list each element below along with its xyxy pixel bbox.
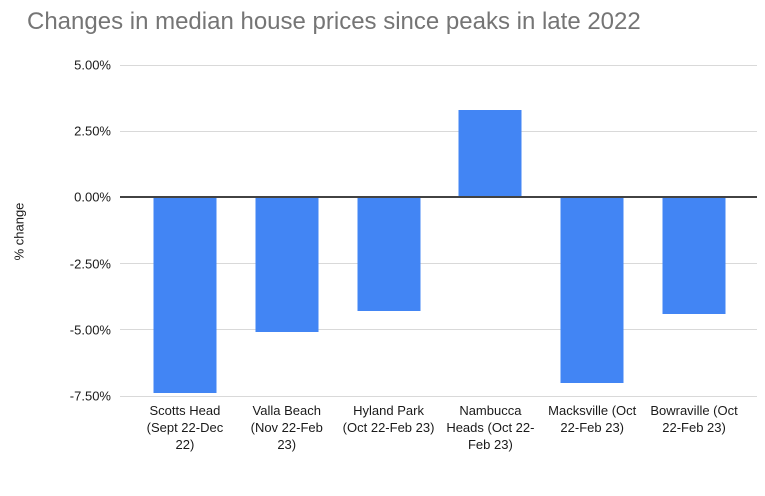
x-category-label-text: Valla Beach (Nov 22-Feb 23)	[250, 403, 323, 452]
gridline	[120, 329, 757, 331]
x-category-label: Macksville (Oct 22-Feb 23)	[541, 402, 643, 453]
y-tick-label: 2.50%	[74, 123, 111, 139]
bars-row	[134, 65, 745, 396]
y-tick-label: 5.00%	[74, 57, 111, 73]
x-category-label: Valla Beach (Nov 22-Feb 23)	[236, 402, 338, 453]
x-category-label-text: Nambucca Heads (Oct 22-Feb 23)	[446, 403, 535, 452]
bar-2[interactable]	[255, 198, 319, 333]
bar-5[interactable]	[560, 198, 624, 383]
bar-4[interactable]	[458, 110, 522, 198]
bar-3[interactable]	[357, 198, 421, 312]
y-tick-label: -2.50%	[69, 256, 111, 272]
chart-title: Changes in median house prices since pea…	[27, 8, 641, 35]
x-category-label-text: Hyland Park (Oct 22-Feb 23)	[342, 403, 435, 435]
bar-1[interactable]	[153, 198, 217, 394]
gridline	[120, 395, 757, 397]
y-tick-label: 0.00%	[74, 189, 111, 205]
bar-slot	[439, 65, 541, 396]
x-category-label: Nambucca Heads (Oct 22-Feb 23)	[439, 402, 541, 453]
x-category-label: Scotts Head (Sept 22-Dec 22)	[134, 402, 236, 453]
x-category-label: Hyland Park (Oct 22-Feb 23)	[338, 402, 440, 453]
gridline	[120, 263, 757, 265]
x-category-label-text: Macksville (Oct 22-Feb 23)	[548, 403, 637, 435]
bar-6[interactable]	[662, 198, 726, 314]
gridline	[120, 64, 757, 66]
bar-slot	[541, 65, 643, 396]
x-category-label: Bowraville (Oct 22-Feb 23)	[643, 402, 745, 453]
bar-slot	[236, 65, 338, 396]
plot-area	[120, 64, 757, 397]
x-axis-zero-line	[120, 196, 757, 199]
bar-slot	[643, 65, 745, 396]
x-category-label-text: Bowraville (Oct 22-Feb 23)	[650, 403, 738, 435]
bar-slot	[134, 65, 236, 396]
bar-slot	[338, 65, 440, 396]
y-axis-tick-labels: 5.00% 2.50% 0.00% -2.50% -5.00% -7.50%	[0, 58, 111, 404]
x-category-label-text: Scotts Head (Sept 22-Dec 22)	[146, 403, 224, 452]
y-tick-label: -7.50%	[69, 388, 111, 404]
gridline	[120, 130, 757, 132]
y-tick-label: -5.00%	[69, 322, 111, 338]
x-axis-category-labels: Scotts Head (Sept 22-Dec 22) Valla Beach …	[134, 402, 745, 453]
